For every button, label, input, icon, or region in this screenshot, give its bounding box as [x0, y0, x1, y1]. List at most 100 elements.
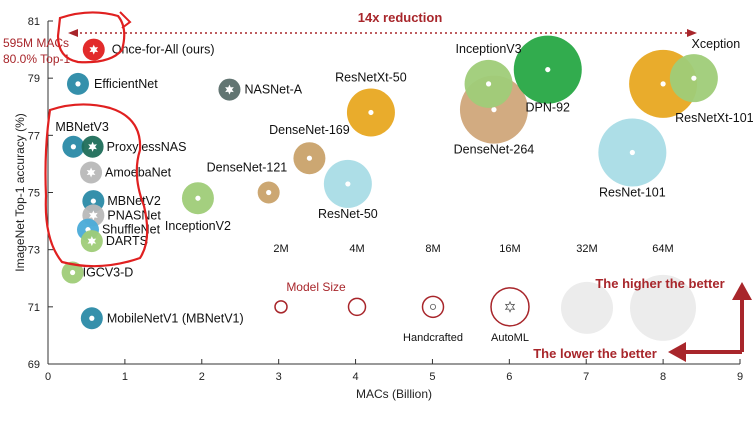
higher-better-annotation: The higher the better — [595, 276, 724, 291]
reduction-annotation: 14x reduction — [358, 10, 443, 25]
handcrafted-dot-icon — [90, 198, 96, 204]
bubble-label: DPN-92 — [526, 101, 571, 115]
handcrafted-dot-icon — [629, 149, 635, 156]
handcrafted-dot-icon — [306, 155, 313, 161]
bubble-igcv3-d: IGCV3-D — [61, 261, 134, 284]
size-legend-circle — [630, 274, 696, 341]
size-legend-circle — [561, 281, 613, 334]
handcrafted-dot-icon — [691, 75, 697, 81]
size-legend-label: 4M — [349, 243, 364, 255]
bubble-label: MBNetV2 — [107, 194, 161, 208]
bubbles: DenseNet-264 DPN-92 ResNet-101 ResNetXt-101… — [55, 35, 754, 330]
automl-star-icon — [225, 84, 234, 95]
x-tick-label: 9 — [737, 371, 743, 383]
handcrafted-dot-icon — [485, 81, 492, 87]
legend-automl-label: AutoML — [491, 332, 529, 344]
bubble-label: NASNet-A — [244, 83, 302, 97]
bubble-label: AmoebaNet — [105, 165, 172, 179]
size-legend-label: 16M — [499, 243, 520, 255]
y-tick-label: 71 — [28, 302, 40, 314]
y-axis-label: ImageNet Top-1 accuracy (%) — [13, 113, 27, 272]
bubble-label: ResNetXt-50 — [335, 70, 407, 84]
bubble-label: InceptionV2 — [165, 219, 231, 233]
ofa-highlight-outline — [56, 11, 126, 64]
mobile-models-highlight-outline — [44, 103, 149, 268]
size-legend-label: 8M — [425, 243, 440, 255]
handcrafted-dot-icon — [545, 66, 551, 73]
automl-star-icon — [86, 167, 96, 178]
x-tick-label: 8 — [660, 371, 666, 383]
handcrafted-dot-icon — [660, 81, 666, 87]
bubble-label: Once-for-All (ours) — [112, 43, 215, 57]
x-tick-label: 4 — [352, 371, 358, 383]
bubble-densenet-121: DenseNet-121 — [207, 161, 288, 204]
bubble-label: ResNet-101 — [599, 185, 666, 199]
size-legend-label: 64M — [652, 243, 673, 255]
reduction-arrow-left-head-icon — [68, 29, 78, 37]
x-tick-label: 0 — [45, 371, 51, 383]
bubble-darts: DARTS — [80, 230, 148, 253]
x-axis-label: MACs (Billion) — [356, 387, 432, 401]
x-tick-label: 6 — [506, 371, 512, 383]
bubble-label: DenseNet-169 — [269, 123, 350, 137]
handcrafted-dot-icon — [266, 189, 272, 196]
bubble-proxylessnas: ProxylessNAS — [81, 135, 187, 158]
bubble-label: MBNetV3 — [55, 120, 109, 134]
x-tick-label: 3 — [276, 371, 282, 383]
lower-better-arrow-head-icon — [668, 342, 686, 362]
size-legend-circle — [347, 297, 367, 317]
legend-handcrafted-label: Handcrafted — [403, 332, 463, 344]
x-tick-label: 1 — [122, 371, 128, 383]
annotations: 14x reduction 595M MACs 80.0% Top-1 The hig… — [3, 10, 752, 362]
bubble-nasnet-a: NASNet-A — [218, 78, 303, 101]
automl-star-icon — [88, 141, 97, 152]
y-tick-label: 77 — [28, 130, 40, 142]
handcrafted-dot-icon — [70, 144, 76, 150]
bubble-resnet-101: ResNet-101 — [598, 118, 667, 199]
ofa-highlight-tick — [119, 11, 132, 29]
size-legend-title: Model Size — [286, 280, 346, 294]
y-tick-label: 75 — [28, 188, 40, 200]
bubble-mbnetv3: MBNetV3 — [55, 120, 109, 158]
bubble-label: DenseNet-121 — [207, 161, 288, 175]
higher-better-arrow-head-icon — [732, 282, 752, 300]
bubble-label: MobileNetV1 (MBNetV1) — [107, 311, 244, 325]
bubble-label: EfficientNet — [94, 77, 158, 91]
bubble-resnetxt-50: ResNetXt-50 — [335, 70, 407, 137]
automl-star-icon — [504, 300, 516, 313]
handcrafted-dot-icon — [75, 81, 81, 87]
size-legend-circle — [274, 300, 288, 314]
lower-better-annotation: The lower the better — [533, 346, 657, 361]
automl-star-icon — [89, 210, 98, 221]
handcrafted-dot-icon — [195, 195, 201, 201]
axes: 0 1 2 3 4 5 6 7 8 9 69 71 73 75 77 79 81 MACs (Billion) Im… — [13, 16, 743, 401]
bubble-label: Xception — [692, 37, 741, 51]
bubble-inceptionv2: InceptionV2 — [165, 182, 231, 233]
bubble-label: DenseNet-264 — [454, 143, 535, 157]
size-legend-circle — [421, 295, 445, 319]
handcrafted-dot-icon — [429, 303, 436, 310]
bubble-mobilenetv1-mbnetv1: MobileNetV1 (MBNetV1) — [80, 307, 244, 330]
x-tick-label: 7 — [583, 371, 589, 383]
bubble-label: ResNet-50 — [318, 207, 378, 221]
size-legend-label: 2M — [273, 243, 288, 255]
bubble-once-for-all-ours: Once-for-All (ours) — [82, 38, 215, 61]
bubble-label: IGCV3-D — [83, 266, 134, 280]
bubble-xception: Xception — [669, 37, 741, 103]
bubble-label: PNASNet — [107, 208, 161, 222]
reduction-arrow-right-head-icon — [687, 29, 697, 37]
size-legend-label: 32M — [576, 243, 597, 255]
handcrafted-dot-icon — [89, 315, 95, 321]
y-tick-label: 73 — [28, 245, 40, 257]
y-tick-label: 69 — [28, 359, 40, 371]
y-tick-label: 79 — [28, 73, 40, 85]
bubble-label: ProxylessNAS — [107, 140, 187, 154]
bubble-dpn-92: DPN-92 — [513, 35, 582, 115]
x-tick-label: 2 — [199, 371, 205, 383]
automl-star-icon — [87, 236, 97, 247]
bubble-label: InceptionV3 — [456, 42, 522, 56]
handcrafted-dot-icon — [70, 269, 76, 276]
bubble-amoebanet: AmoebaNet — [80, 161, 172, 184]
ofa-macs-annotation: 595M MACs — [3, 36, 69, 50]
